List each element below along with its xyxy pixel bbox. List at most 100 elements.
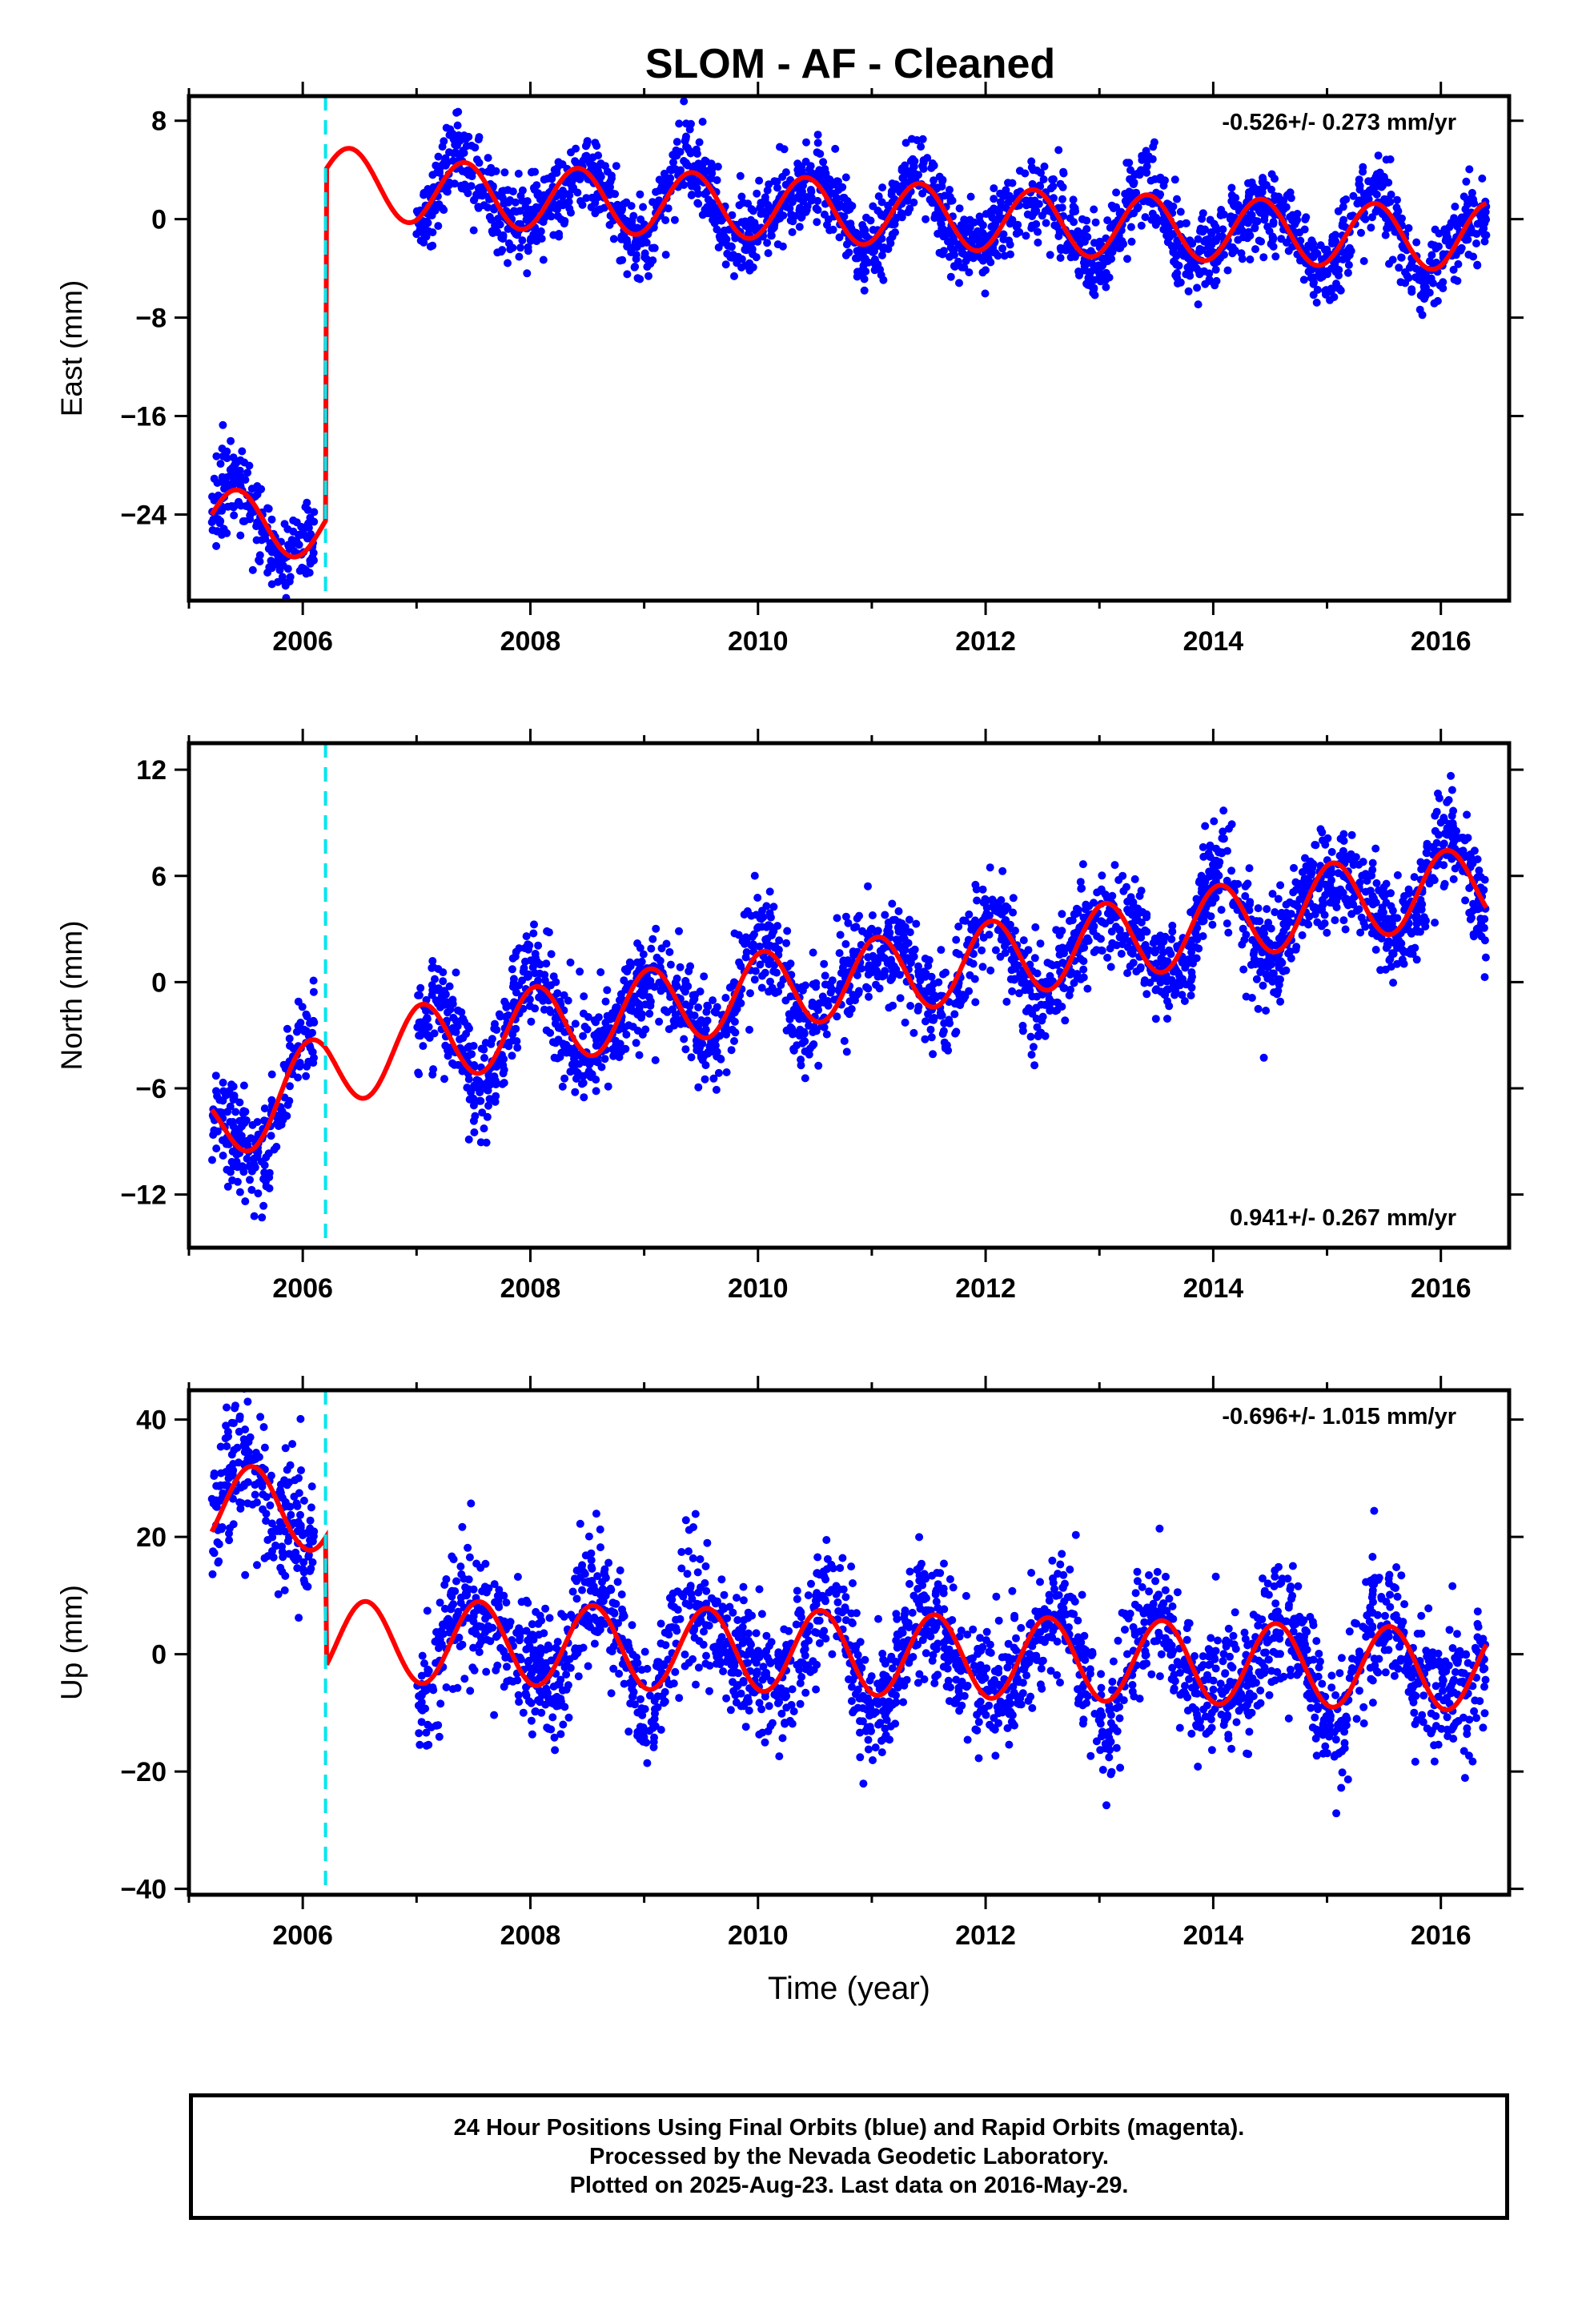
data-point [1262,1007,1271,1015]
data-point [1311,841,1319,849]
data-point [243,1140,252,1149]
data-point [763,239,772,247]
data-point [1301,215,1310,223]
y-tick-label: −16 [120,402,167,432]
data-point [833,914,841,923]
data-point [1359,918,1368,927]
data-point [1122,159,1131,167]
data-point [1432,807,1441,816]
data-point [235,1188,244,1196]
data-point [1373,931,1381,940]
data-point [273,1113,281,1122]
data-point [730,1037,738,1045]
x-tick-label: 2006 [272,626,333,657]
data-point [500,168,509,177]
data-point [310,508,319,517]
data-point [905,915,913,924]
data-point [782,203,791,211]
data-point [1271,191,1279,200]
data-point [909,1028,918,1037]
data-point [775,936,784,945]
data-point [1309,279,1318,288]
data-point [704,1049,713,1058]
data-point [230,511,239,520]
data-point [227,436,235,445]
data-point [1031,923,1040,931]
data-point [597,1063,606,1072]
data-point [476,1138,485,1147]
data-point [1450,837,1459,846]
y-tick-label: 8 [151,107,167,137]
data-point [419,1042,428,1051]
data-point [694,1003,703,1011]
data-point [685,1002,694,1011]
data-point [896,994,905,1003]
data-point [1231,202,1239,211]
data-point [1416,292,1425,300]
data-point [491,1019,499,1028]
data-point [1062,246,1070,255]
data-point [824,215,833,223]
data-point [721,260,730,269]
data-point [809,1027,817,1036]
data-point [1418,311,1427,320]
data-point [414,1068,423,1077]
data-point [1056,254,1065,262]
data-point [212,1144,221,1153]
data-point [722,1024,731,1033]
data-point [701,1061,710,1070]
data-point [1320,919,1329,927]
data-point [253,1152,262,1160]
data-point [1439,883,1448,891]
data-point [1038,990,1047,999]
data-point [1110,912,1118,921]
data-point [616,1043,624,1051]
data-point [1135,171,1144,179]
data-point [1247,994,1256,1002]
data-point [901,1018,909,1027]
data-point [565,204,574,213]
data-point [1259,253,1268,262]
data-point [1291,215,1299,223]
data-point [1211,223,1220,231]
data-point [981,251,990,259]
data-point [1037,1000,1046,1009]
data-point [1282,203,1291,211]
data-point [913,136,921,144]
data-point [921,955,930,963]
data-point [306,559,315,568]
data-point [1286,188,1295,197]
data-point [628,1023,637,1031]
data-point [257,1157,266,1166]
data-point [246,511,255,520]
data-point [749,207,757,215]
data-point [1119,887,1128,895]
data-point [753,189,761,198]
data-point [632,1039,640,1047]
data-point [1098,871,1106,880]
data-point [1250,947,1259,955]
data-point [852,923,861,931]
data-point [1048,175,1057,184]
data-point [876,947,885,955]
data-point [761,935,770,944]
data-point [1029,1043,1038,1051]
data-point [1425,288,1434,297]
data-point [218,472,227,481]
data-point [1347,830,1356,839]
data-point [657,944,666,953]
data-point [620,965,629,974]
data-point [1150,946,1159,955]
data-point [841,251,850,259]
data-point [1201,822,1210,830]
data-point [624,980,632,989]
data-point [1349,900,1358,909]
data-point [1358,871,1367,880]
data-point [795,206,804,215]
data-point [524,247,532,255]
data-point [879,212,888,221]
data-point [1462,177,1471,186]
data-point [267,557,275,565]
data-point [807,196,816,205]
data-point [515,252,524,261]
